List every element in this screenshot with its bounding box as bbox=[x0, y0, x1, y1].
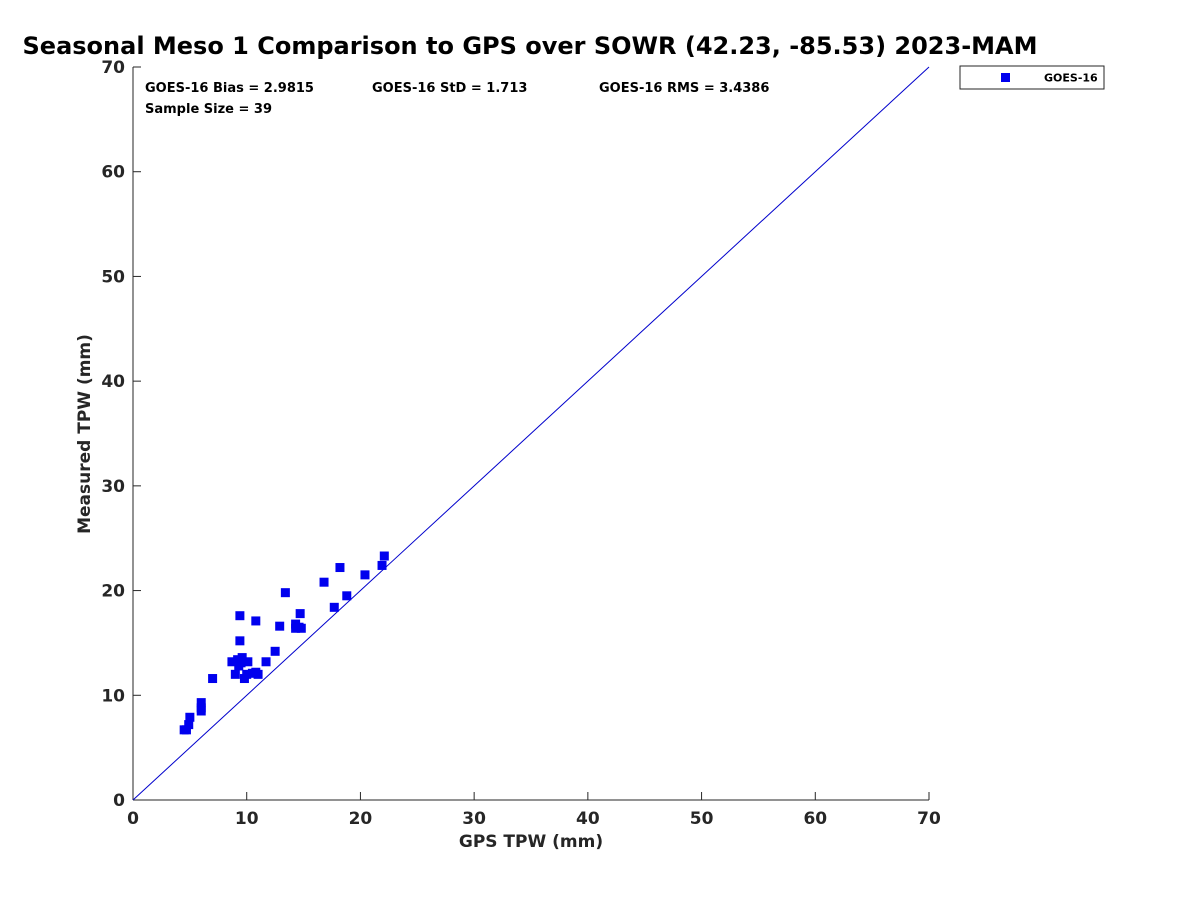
data-point bbox=[335, 563, 345, 573]
data-point bbox=[270, 646, 280, 656]
data-point bbox=[280, 588, 290, 598]
plot-area: 0 10 20 30 40 50 60 70 0 10 20 30 40 50 60 70 bbox=[101, 58, 941, 829]
sample-size-annotation: Sample Size = 39 bbox=[145, 102, 272, 117]
data-point bbox=[196, 703, 206, 713]
data-point bbox=[237, 653, 247, 663]
y-axis-label: Measured TPW (mm) bbox=[75, 334, 95, 534]
y-tick-label: 30 bbox=[101, 477, 125, 497]
x-tick-label: 50 bbox=[690, 809, 714, 829]
y-tick-label: 60 bbox=[101, 163, 125, 183]
y-tick-label: 50 bbox=[101, 267, 125, 287]
data-point bbox=[379, 551, 389, 561]
data-point bbox=[227, 657, 237, 667]
legend-box bbox=[959, 65, 1105, 90]
rms-annotation: GOES-16 RMS = 3.4386 bbox=[599, 81, 769, 96]
y-ticks: 0 10 20 30 40 50 60 70 bbox=[101, 58, 141, 811]
data-point bbox=[253, 669, 263, 679]
data-point bbox=[242, 669, 252, 679]
std-annotation: GOES-16 StD = 1.713 bbox=[372, 81, 527, 96]
data-point bbox=[319, 577, 329, 587]
data-point bbox=[377, 560, 387, 570]
data-point bbox=[184, 720, 194, 730]
data-point bbox=[275, 621, 285, 631]
y-tick-label: 10 bbox=[101, 686, 125, 706]
x-tick-label: 40 bbox=[576, 809, 600, 829]
data-point bbox=[196, 698, 206, 708]
x-axis-label: GPS TPW (mm) bbox=[459, 832, 603, 852]
data-point bbox=[236, 658, 246, 668]
x-tick-label: 70 bbox=[917, 809, 941, 829]
x-tick-label: 60 bbox=[803, 809, 827, 829]
data-point bbox=[295, 609, 305, 619]
data-point bbox=[329, 602, 339, 612]
y-tick-label: 40 bbox=[101, 372, 125, 392]
x-ticks: 0 10 20 30 40 50 60 70 bbox=[127, 792, 941, 829]
chart-title: Seasonal Meso 1 Comparison to GPS over S… bbox=[23, 32, 1038, 60]
data-point bbox=[261, 657, 271, 667]
data-point bbox=[235, 636, 245, 646]
x-tick-label: 20 bbox=[349, 809, 373, 829]
data-point bbox=[251, 616, 261, 626]
statistics-annotations: GOES-16 Bias = 2.9815 GOES-16 StD = 1.71… bbox=[145, 81, 769, 117]
data-point bbox=[208, 674, 218, 684]
y-tick-label: 20 bbox=[101, 582, 125, 602]
legend-marker-goes-16 bbox=[1001, 73, 1010, 82]
data-point bbox=[235, 611, 245, 621]
data-point bbox=[243, 657, 253, 667]
y-tick-label: 70 bbox=[101, 58, 125, 78]
data-point bbox=[230, 669, 240, 679]
data-point bbox=[181, 725, 191, 735]
bias-annotation: GOES-16 Bias = 2.9815 bbox=[145, 81, 314, 96]
one-to-one-reference-line bbox=[132, 66, 930, 801]
x-tick-label: 10 bbox=[235, 809, 259, 829]
legend-label-goes-16: GOES-16 bbox=[1044, 72, 1098, 85]
data-point bbox=[360, 570, 370, 580]
y-tick-label: 0 bbox=[113, 791, 125, 811]
x-tick-label: 0 bbox=[127, 809, 139, 829]
data-point bbox=[342, 591, 352, 601]
data-points bbox=[179, 551, 389, 735]
legend: GOES-16 bbox=[959, 65, 1105, 90]
data-point bbox=[185, 712, 195, 722]
data-point bbox=[296, 623, 306, 633]
x-tick-label: 30 bbox=[462, 809, 486, 829]
